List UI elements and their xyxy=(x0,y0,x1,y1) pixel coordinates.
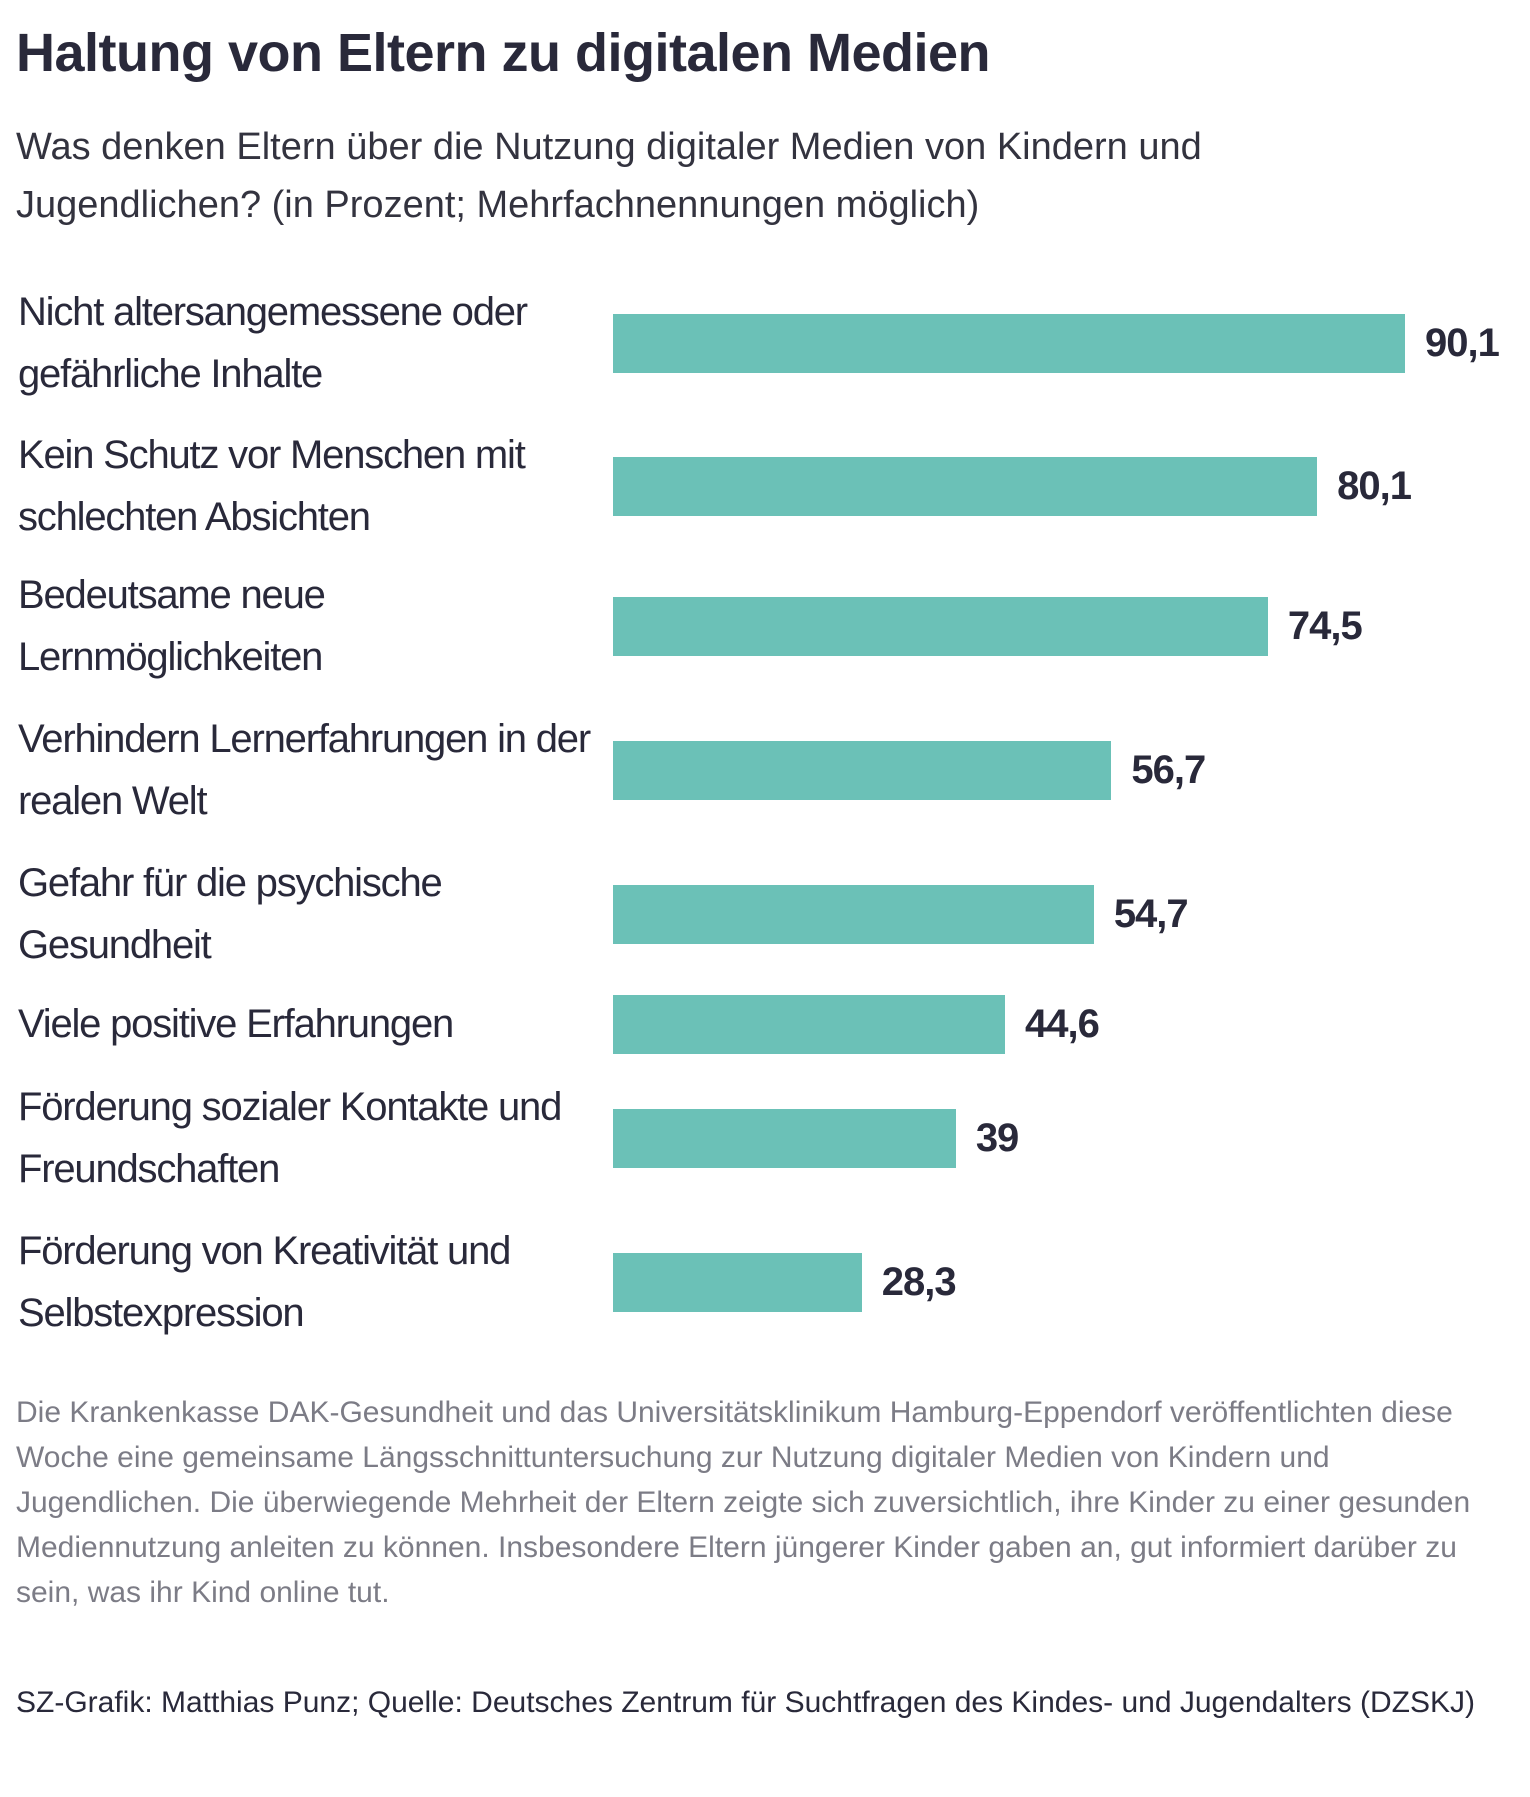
bar xyxy=(613,1109,956,1168)
bar xyxy=(613,457,1318,516)
bar xyxy=(613,597,1268,656)
value-label: 44,6 xyxy=(1025,1002,1100,1046)
category-label: Viele positive Erfahrungen xyxy=(18,1002,454,1046)
bar xyxy=(613,885,1094,944)
value-label: 56,7 xyxy=(1131,748,1206,792)
value-label: 39 xyxy=(975,1116,1019,1160)
category-label: Nicht altersangemessene oder gefährliche… xyxy=(18,290,528,396)
value-label: 28,3 xyxy=(881,1260,957,1304)
bar xyxy=(613,314,1405,373)
value-label: 74,5 xyxy=(1287,604,1363,648)
value-label: 90,1 xyxy=(1425,321,1500,365)
value-label: 80,1 xyxy=(1337,464,1412,508)
bar xyxy=(613,995,1006,1054)
chart-title: Haltung von Eltern zu digitalen Medien xyxy=(16,23,991,83)
category-label: Verhindern Lernerfahrungen in der realen… xyxy=(18,717,591,823)
bar-chart: Nicht altersangemessene oder gefährliche… xyxy=(18,290,1500,1335)
category-label: Gefahr für die psychische Gesundheit xyxy=(18,861,443,967)
chart-subtitle: Was denken Eltern über die Nutzung digit… xyxy=(16,126,1202,226)
bar xyxy=(613,1253,862,1312)
chart-source: SZ-Grafik: Matthias Punz; Quelle: Deutsc… xyxy=(16,1686,1475,1719)
category-label: Kein Schutz vor Menschen mit schlechten … xyxy=(18,433,526,539)
category-label: Förderung sozialer Kontakte und Freundsc… xyxy=(18,1085,562,1191)
category-label: Bedeutsame neue Lernmöglichkeiten xyxy=(18,573,326,679)
chart-note: Die Krankenkasse DAK-Gesundheit und das … xyxy=(16,1396,1471,1609)
value-label: 54,7 xyxy=(1113,892,1189,936)
bar xyxy=(613,741,1112,800)
category-label: Förderung von Kreativität und Selbstexpr… xyxy=(18,1229,511,1335)
